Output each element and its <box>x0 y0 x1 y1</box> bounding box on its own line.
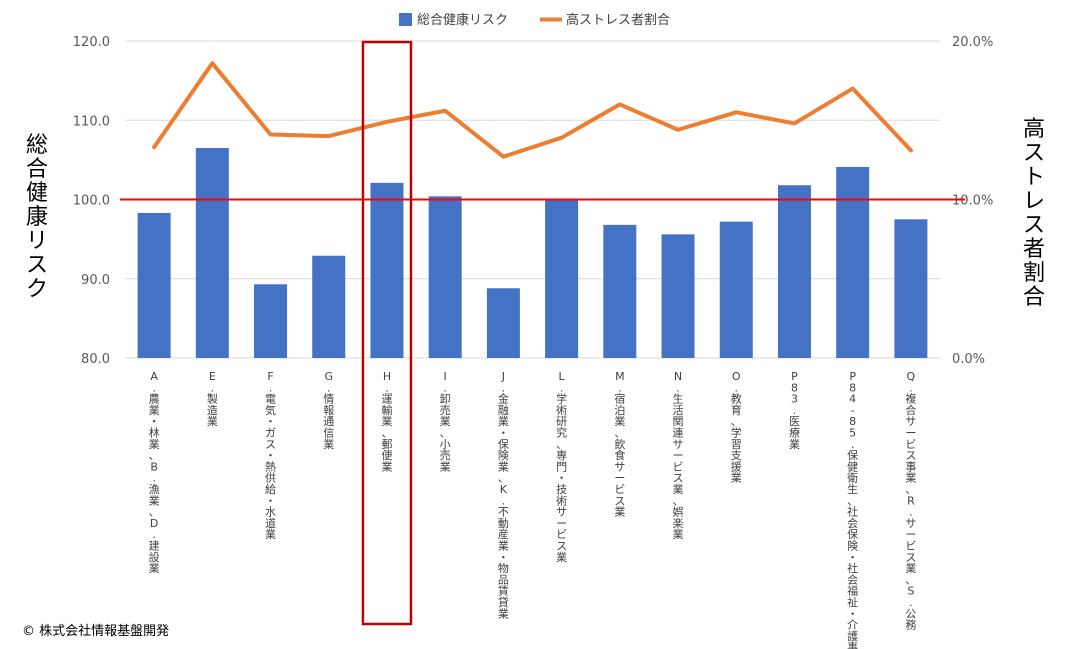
category-label: J .金融業・保険業、 K .不動産業・物品賃貸業 <box>498 370 509 620</box>
left-axis-ticks: 80.0 90.0 100.0 110.0 120.0 <box>73 35 110 367</box>
right-tick-label: 20.0% <box>952 35 993 50</box>
category-label: P 8 3 .医療業 <box>789 370 800 451</box>
bar <box>894 219 928 358</box>
right-tick-label: 0.0% <box>952 352 985 367</box>
category-label: P84-85.保健衛生、社会保険・社会福祉・介護事業 <box>847 370 858 649</box>
bar <box>195 147 229 358</box>
highlight-box <box>361 40 413 626</box>
bar <box>137 212 171 358</box>
bar <box>661 234 695 358</box>
bar <box>603 224 637 358</box>
category-label: Q .複合サービス事業、 R .サービス業、 S .公務 <box>905 370 916 632</box>
left-axis-title: 総合健康リスク <box>26 133 48 302</box>
bar <box>486 288 520 358</box>
highlight-rect <box>361 40 413 626</box>
category-label: M .宿泊業、飲食サービス業 <box>614 370 625 519</box>
bar <box>312 255 346 358</box>
category-label: H .運輸業、郵便業 <box>381 370 392 473</box>
left-tick-label: 80.0 <box>81 352 110 367</box>
right-tick-label: 10.0% <box>952 194 993 209</box>
bar <box>428 196 462 358</box>
category-labels: A .農業・林業、 B .漁業、 D .建設業 E .製造業 F .電気・ガス・熱供給・水道業 G.… <box>149 370 917 649</box>
bar <box>836 167 870 358</box>
bar <box>719 221 753 358</box>
category-label: I .卸売業、小売業 <box>440 370 451 473</box>
legend: 総合健康リスク 高ストレス者割合 <box>399 12 670 28</box>
bar <box>254 284 288 358</box>
left-tick-label: 110.0 <box>73 114 110 129</box>
left-tick-label: 100.0 <box>73 194 110 209</box>
category-label: E .製造業 <box>207 370 218 428</box>
category-label: N .生活関連サービス業、娯楽業 <box>673 370 684 541</box>
left-tick-label: 90.0 <box>81 273 110 288</box>
stress-line <box>152 61 913 159</box>
bar <box>545 200 579 358</box>
bar <box>370 182 404 358</box>
category-label: A .農業・林業、 B .漁業、 D .建設業 <box>149 370 160 575</box>
legend-label-line: 高ストレス者割合 <box>566 12 670 28</box>
right-axis-title: 高ストレス者割合 <box>1023 117 1045 310</box>
left-tick-label: 120.0 <box>73 35 110 50</box>
legend-label-bar: 総合健康リスク <box>417 12 508 28</box>
legend-swatch-bar <box>399 13 412 26</box>
category-label: G .情報通信業 <box>323 370 334 451</box>
right-axis-ticks: 0.0% 10.0% 20.0% <box>952 35 993 367</box>
category-label: O .教育、学習支援業 <box>731 370 742 485</box>
bar-series <box>137 147 928 358</box>
category-label: F .電気・ガス・熱供給・水道業 <box>265 370 276 541</box>
copyright-text: © 株式会社情報基盤開発 <box>22 624 170 639</box>
category-label: L .学術研究、専門・技術サービス業 <box>556 370 567 564</box>
line-series <box>152 61 913 159</box>
bar <box>777 185 811 358</box>
axis-titles: 総合健康リスク 高ストレス者割合 <box>26 117 1045 310</box>
